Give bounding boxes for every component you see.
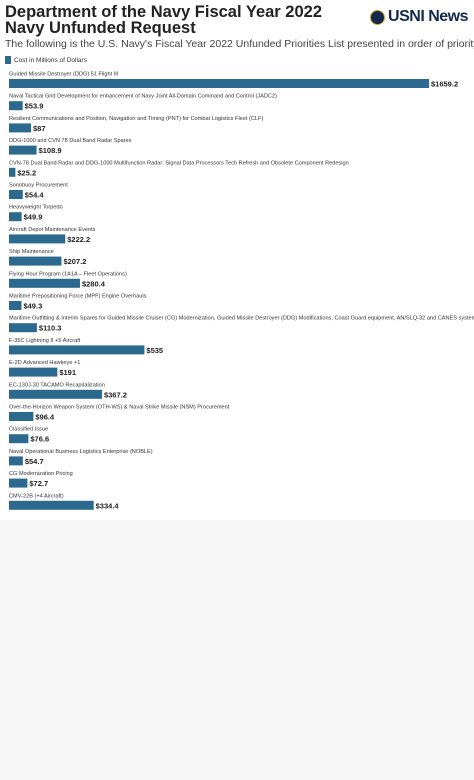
navy-seal-icon (370, 9, 386, 25)
brand-logo[interactable]: USNI News (370, 8, 468, 26)
value-label: $535 (146, 346, 163, 355)
bar[interactable] (9, 167, 16, 177)
category-label: CMV-22B (+4 Aircraft) (9, 493, 64, 499)
bar-chart: Guided Missile Destroyer (DDG) 51 Flight… (9, 72, 474, 510)
bar[interactable] (9, 101, 23, 111)
value-label: $280.4 (82, 279, 106, 288)
value-label: $87 (33, 124, 46, 133)
category-label: Maritime Outfitting & Interim Spares for… (9, 316, 474, 322)
value-label: $110.3 (39, 324, 62, 333)
chart-title: Department of the Navy Fiscal Year 2022 … (5, 3, 323, 37)
value-label: $207.2 (63, 257, 86, 266)
category-label: Maritime Prepositioning Force (MPF) Engi… (9, 294, 147, 300)
bar[interactable] (9, 478, 28, 488)
value-label: $54.4 (25, 191, 45, 200)
bar[interactable] (9, 278, 80, 288)
category-label: Classified Issue (9, 427, 48, 433)
category-label: Aircraft Depot Maintenance Events (9, 227, 96, 233)
category-label: DDG-1000 and CVN 78 Dual Band Radar Spar… (9, 138, 132, 144)
category-label: Heavyweight Torpedo (9, 205, 63, 211)
bar[interactable] (9, 434, 29, 444)
brand-name: USNI News (388, 8, 468, 25)
value-label: $1659.2 (431, 80, 458, 89)
legend-label: Cost in Millions of Dollars (14, 56, 87, 64)
category-label: Naval Tactical Grid Development for enha… (9, 94, 277, 100)
category-label: Resilient Communications and Position, N… (9, 116, 263, 122)
category-label: Ship Maintenance (9, 249, 54, 255)
value-label: $49.9 (24, 213, 43, 222)
bar[interactable] (9, 389, 102, 399)
value-label: $76.6 (30, 435, 49, 444)
category-label: E-2D Advanced Hawkeye +1 (9, 360, 80, 366)
header: Department of the Navy Fiscal Year 2022 … (5, 3, 365, 37)
bar[interactable] (9, 190, 23, 199)
value-label: $367.2 (104, 390, 127, 399)
category-label: CG Modernization Pricing (9, 471, 73, 477)
legend: Cost in Millions of Dollars (5, 56, 87, 64)
bar[interactable] (9, 456, 23, 466)
value-label: $72.7 (29, 479, 48, 488)
chart-subtitle: The following is the U.S. Navy's Fiscal … (5, 38, 474, 50)
category-label: Guided Missile Destroyer (DDG) 51 Flight… (9, 72, 119, 78)
category-label: Sonobuoy Procurement (9, 183, 68, 189)
bar[interactable] (9, 412, 34, 421)
chart-card: Department of the Navy Fiscal Year 2022 … (5, 3, 474, 511)
bar[interactable] (9, 212, 22, 222)
bar[interactable] (9, 323, 37, 333)
value-label: $191 (59, 368, 76, 377)
bar[interactable] (9, 256, 62, 266)
bar[interactable] (9, 301, 22, 310)
bar[interactable] (9, 79, 429, 88)
value-label: $96.4 (35, 413, 55, 422)
bar[interactable] (9, 145, 37, 155)
value-label: $53.9 (25, 102, 44, 111)
value-label: $54.7 (25, 457, 44, 466)
bar[interactable] (9, 367, 58, 377)
category-label: CVN-78 Dual Band Radar and DDG-1000 Mult… (9, 160, 349, 166)
bar[interactable] (9, 234, 66, 244)
category-label: Flying Hour Program (1A1A – Fleet Operat… (9, 271, 127, 277)
category-label: EC-130J-30 TACAMO Recapitalization (9, 382, 105, 388)
bar[interactable] (9, 345, 145, 355)
value-label: $108.9 (39, 146, 62, 155)
value-label: $334.4 (96, 501, 120, 510)
category-label: Naval Operational Business Logistics Ent… (9, 449, 153, 455)
value-label: $49.3 (23, 302, 42, 311)
bar[interactable] (9, 500, 94, 510)
bar[interactable] (9, 123, 32, 133)
category-label: F-35C Lightning II +5 Aircraft (9, 338, 81, 344)
legend-swatch (5, 56, 11, 64)
value-label: $222.2 (67, 235, 90, 244)
value-label: $25.2 (17, 168, 36, 177)
category-label: Over-the-Horizon Weapon System (OTH-WS) … (9, 405, 230, 411)
